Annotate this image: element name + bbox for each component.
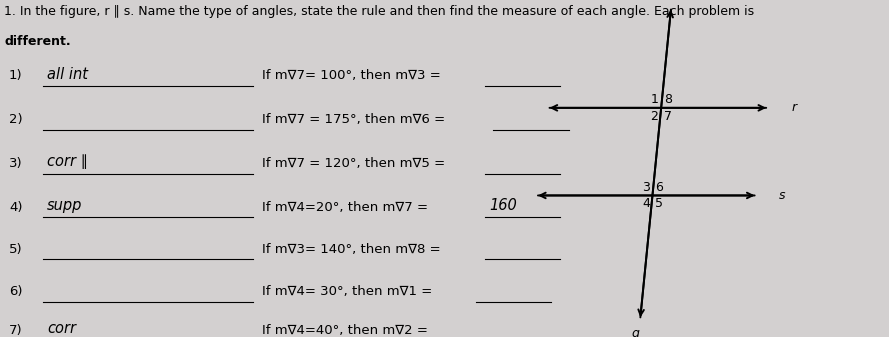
Text: 160: 160 <box>489 198 517 213</box>
Text: 6: 6 <box>655 181 663 194</box>
Text: different.: different. <box>4 35 71 49</box>
Text: If m∇7= 100°, then m∇3 =: If m∇7= 100°, then m∇3 = <box>262 69 441 82</box>
Text: all int: all int <box>47 67 88 82</box>
Text: s: s <box>779 189 785 202</box>
Text: If m∇7 = 120°, then m∇5 =: If m∇7 = 120°, then m∇5 = <box>262 157 445 170</box>
Text: 3): 3) <box>9 157 22 170</box>
Text: q: q <box>632 327 639 337</box>
Text: 5: 5 <box>655 197 663 210</box>
Text: 4): 4) <box>9 201 22 214</box>
Text: If m∇4=20°, then m∇7 =: If m∇4=20°, then m∇7 = <box>262 201 428 214</box>
Text: 5): 5) <box>9 243 22 256</box>
Text: 7: 7 <box>664 110 672 123</box>
Text: corr ∥: corr ∥ <box>47 154 88 169</box>
Text: 1): 1) <box>9 69 22 82</box>
Text: If m∇3= 140°, then m∇8 =: If m∇3= 140°, then m∇8 = <box>262 243 441 256</box>
Text: 6): 6) <box>9 285 22 298</box>
Text: 2: 2 <box>651 110 659 123</box>
Text: 1: 1 <box>651 93 659 106</box>
Text: If m∇4=40°, then m∇2 =: If m∇4=40°, then m∇2 = <box>262 324 428 337</box>
Text: r: r <box>791 101 797 114</box>
Text: If m∇7 = 175°, then m∇6 =: If m∇7 = 175°, then m∇6 = <box>262 113 445 126</box>
Text: 3: 3 <box>642 181 650 194</box>
Text: 1. In the figure, r ∥ s. Name the type of angles, state the rule and then find t: 1. In the figure, r ∥ s. Name the type o… <box>4 5 755 18</box>
Text: 4: 4 <box>642 197 650 210</box>
Text: If m∇4= 30°, then m∇1 =: If m∇4= 30°, then m∇1 = <box>262 285 433 298</box>
Text: 8: 8 <box>664 93 672 106</box>
Text: supp: supp <box>47 198 83 213</box>
Text: corr: corr <box>47 321 76 336</box>
Text: 2): 2) <box>9 113 22 126</box>
Text: 7): 7) <box>9 324 22 337</box>
